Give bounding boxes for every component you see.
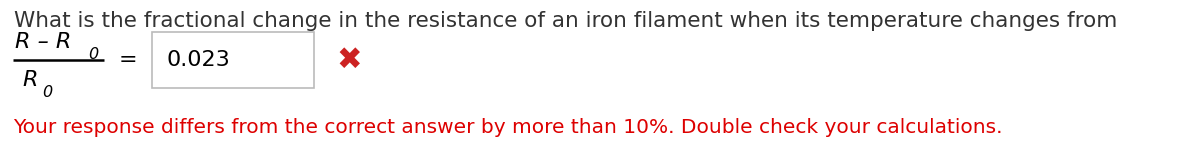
- Text: R – R: R – R: [14, 32, 71, 52]
- Text: ✖: ✖: [336, 45, 361, 75]
- Text: What is the fractional change in the resistance of an iron filament when its tem: What is the fractional change in the res…: [14, 11, 1124, 31]
- Text: 0: 0: [42, 85, 53, 100]
- FancyBboxPatch shape: [152, 32, 314, 88]
- Text: R: R: [23, 70, 37, 90]
- Text: =: =: [119, 50, 138, 70]
- Text: 0.023: 0.023: [167, 50, 230, 70]
- Text: 0: 0: [88, 47, 98, 62]
- Text: Your response differs from the correct answer by more than 10%. Double check you: Your response differs from the correct a…: [13, 118, 1002, 137]
